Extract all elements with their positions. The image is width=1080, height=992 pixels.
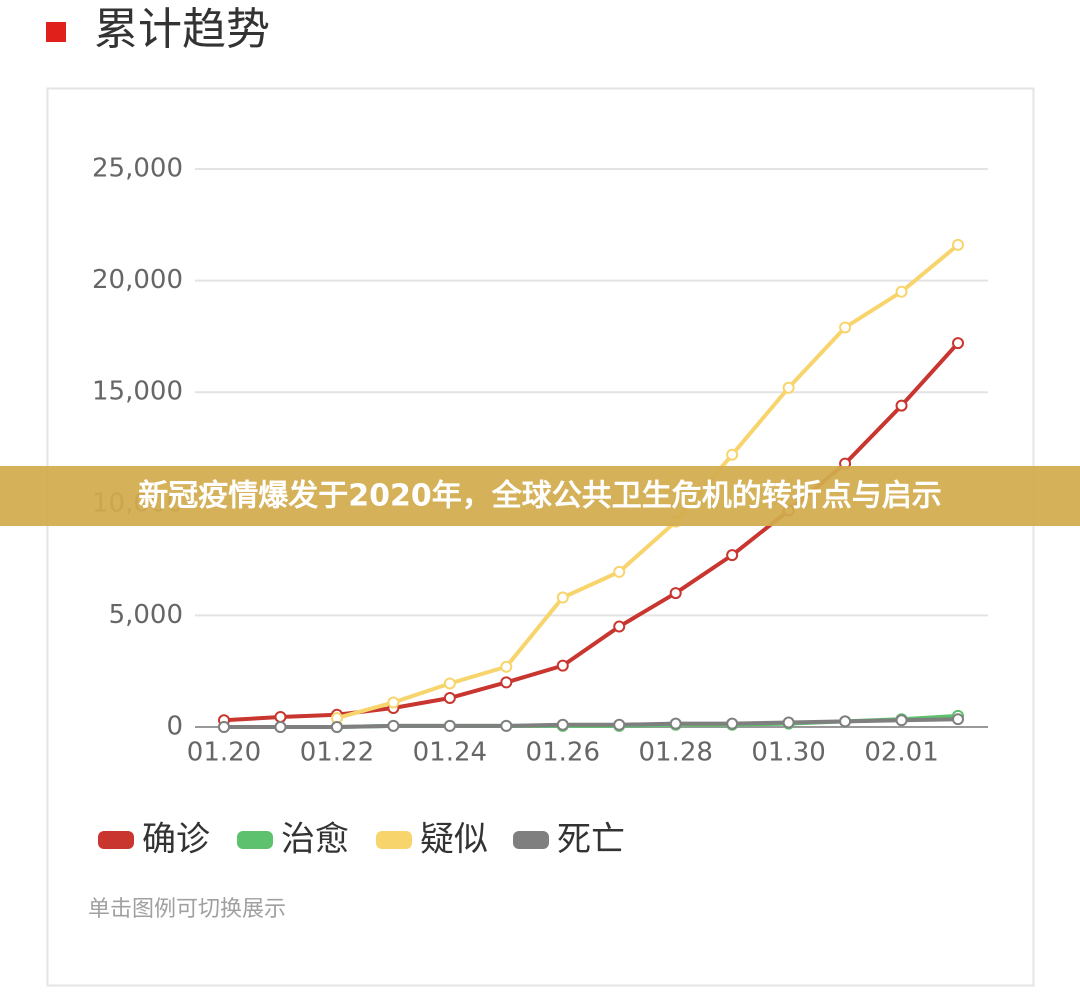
data-point: [443, 691, 456, 704]
x-tick-label: 01.30: [751, 738, 825, 768]
y-tick-label: 25,000: [92, 154, 183, 184]
legend-label[interactable]: 确诊: [142, 820, 210, 860]
data-point: [952, 713, 964, 726]
legend-label[interactable]: 死亡: [557, 820, 625, 860]
data-point: [500, 676, 513, 689]
chart-title: 累计趋势: [94, 4, 270, 55]
data-point: [387, 719, 400, 732]
data-point: [556, 591, 569, 604]
legend-label[interactable]: 治愈: [281, 820, 349, 860]
data-point: [669, 587, 682, 600]
data-point: [387, 696, 400, 709]
legend-swatch[interactable]: [513, 831, 549, 849]
data-point: [613, 620, 626, 633]
legend-hint: 单击图例可切换展示: [88, 897, 286, 922]
data-point: [443, 719, 456, 732]
data-point: [726, 549, 739, 562]
banner-background: [0, 466, 1080, 526]
data-point: [726, 448, 739, 461]
legend-swatch[interactable]: [98, 831, 134, 849]
y-tick-label: 15,000: [92, 377, 183, 407]
y-tick-label: 0: [166, 712, 183, 742]
banner-text: 新冠疫情爆发于2020年，全球公共卫生危机的转折点与启示: [138, 479, 942, 514]
data-point: [613, 718, 626, 731]
data-point: [556, 659, 569, 672]
data-point: [895, 285, 908, 298]
data-point: [669, 717, 682, 730]
data-point: [274, 721, 287, 733]
data-point: [952, 337, 964, 350]
y-tick-label: 20,000: [92, 265, 183, 295]
data-point: [500, 719, 513, 732]
title-marker: [46, 22, 66, 42]
y-tick-label: 5,000: [109, 600, 183, 630]
x-tick-label: 01.26: [526, 738, 600, 768]
data-point: [330, 721, 343, 733]
x-tick-label: 02.01: [864, 738, 938, 768]
data-point: [218, 721, 230, 733]
series-line: [336, 243, 960, 720]
data-point: [782, 716, 795, 729]
x-tick-label: 01.22: [300, 738, 374, 768]
data-point: [500, 660, 513, 673]
data-point: [839, 715, 852, 728]
chart-frame: [46, 87, 1035, 987]
x-tick-label: 01.28: [638, 738, 712, 768]
x-tick-label: 01.24: [413, 738, 487, 768]
data-point: [443, 677, 456, 690]
data-point: [895, 714, 908, 727]
x-tick-label: 01.20: [187, 738, 261, 768]
data-point: [274, 710, 287, 723]
series-line: [224, 717, 959, 729]
data-point: [782, 381, 795, 394]
legend-swatch[interactable]: [237, 831, 273, 849]
legend-swatch[interactable]: [376, 831, 412, 849]
data-point: [952, 238, 964, 251]
data-point: [613, 565, 626, 578]
data-point: [556, 718, 569, 731]
legend-label[interactable]: 疑似: [420, 820, 488, 860]
data-point: [895, 399, 908, 412]
data-point: [726, 717, 739, 730]
data-point: [839, 321, 852, 334]
